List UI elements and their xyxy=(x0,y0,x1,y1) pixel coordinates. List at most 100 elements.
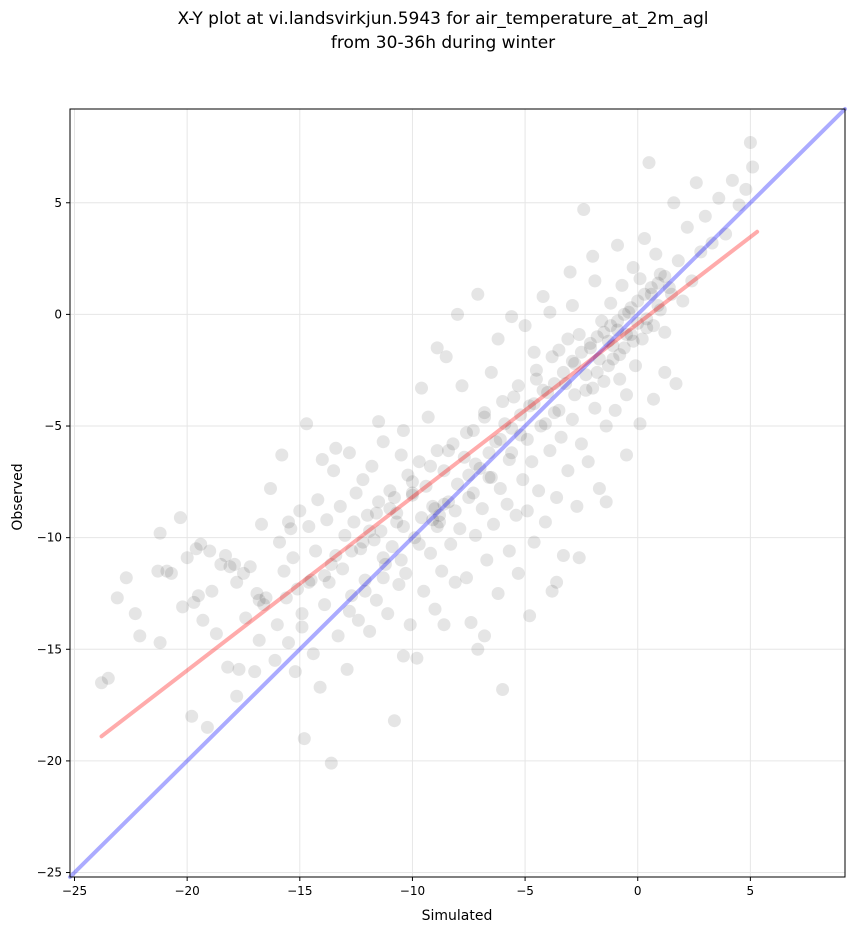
plot-area-frame xyxy=(69,108,846,878)
scatter-point-120 xyxy=(453,522,467,536)
scatter-point-159 xyxy=(541,386,555,399)
scatter-point-146 xyxy=(511,566,525,580)
scatter-point-46 xyxy=(284,522,298,536)
scatter-point-129 xyxy=(473,461,487,475)
scatter-point-33 xyxy=(248,665,262,679)
scatter-point-297 xyxy=(324,557,338,571)
scatter-point-39 xyxy=(268,653,282,667)
scatter-point-3 xyxy=(119,571,133,585)
scatter-point-101 xyxy=(410,651,424,665)
scatter-point-137 xyxy=(491,587,505,600)
scatter-point-128 xyxy=(471,642,485,656)
scatter-point-312 xyxy=(448,504,462,518)
scatter-point-324 xyxy=(561,332,575,346)
scatter-point-243 xyxy=(565,299,579,312)
scatter-point-25 xyxy=(219,549,232,562)
scatter-point-60 xyxy=(318,598,332,612)
scatter-point-234 xyxy=(396,424,410,437)
scatter-point-211 xyxy=(662,281,676,295)
scatter-point-253 xyxy=(620,448,633,462)
scatter-point-240 xyxy=(505,310,519,324)
scatter-point-278 xyxy=(565,354,579,368)
x-tick-label-3: −10 xyxy=(400,884,425,898)
scatter-point-199 xyxy=(631,316,645,330)
scatter-point-118 xyxy=(448,575,462,589)
scatter-point-43 xyxy=(277,564,291,578)
scatter-point-179 xyxy=(586,249,600,263)
scatter-point-111 xyxy=(433,515,446,529)
scatter-point-30 xyxy=(237,566,250,580)
scatter-point-73 xyxy=(347,515,361,529)
scatter-point-58 xyxy=(313,680,327,694)
scatter-point-207 xyxy=(649,247,663,261)
scatter-point-276 xyxy=(547,377,561,391)
scatter-point-287 xyxy=(631,294,645,308)
scatter-point-133 xyxy=(482,470,496,484)
scatter-point-315 xyxy=(394,553,408,567)
scatter-point-29 xyxy=(232,662,246,676)
scatter-point-206 xyxy=(647,319,660,333)
scatter-point-292 xyxy=(363,524,377,538)
scatter-point-314 xyxy=(412,537,426,551)
scatter-point-20 xyxy=(200,720,214,734)
scatter-point-86 xyxy=(376,435,390,449)
x-tick-label-4: −5 xyxy=(516,884,534,898)
y-tick-label-1: −20 xyxy=(37,754,62,768)
scatter-point-41 xyxy=(273,535,286,549)
x-tick-label-1: −20 xyxy=(174,884,199,898)
scatter-point-327 xyxy=(511,379,525,393)
scatter-point-7 xyxy=(153,526,167,540)
scatter-point-98 xyxy=(403,618,417,632)
scatter-point-15 xyxy=(187,595,201,609)
scatter-point-320 xyxy=(626,334,640,348)
scatter-point-334 xyxy=(387,491,401,504)
scatter-point-94 xyxy=(394,448,408,462)
scatter-point-145 xyxy=(509,508,523,522)
scatter-point-65 xyxy=(329,549,343,562)
scatter-point-160 xyxy=(543,444,557,458)
scatter-point-227 xyxy=(746,160,760,174)
scatter-point-230 xyxy=(291,582,304,596)
x-tick-label-5: 0 xyxy=(634,884,642,898)
scatter-point-48 xyxy=(288,665,302,679)
scatter-point-316 xyxy=(376,571,390,585)
scatter-point-319 xyxy=(613,348,627,362)
scatter-point-308 xyxy=(520,432,534,446)
scatter-point-167 xyxy=(559,377,573,391)
scatter-point-294 xyxy=(405,486,419,500)
scatter-point-301 xyxy=(592,352,606,366)
grid-lines xyxy=(70,109,845,877)
scatter-point-142 xyxy=(502,544,516,558)
scatter-point-4 xyxy=(128,607,142,621)
scatter-point-229 xyxy=(255,517,268,531)
scatter-point-138 xyxy=(493,482,507,495)
scatter-point-23 xyxy=(209,627,223,641)
scatter-point-331 xyxy=(442,444,455,458)
scatter-point-332 xyxy=(424,459,437,473)
scatter-point-136 xyxy=(489,435,503,449)
scatter-point-134 xyxy=(484,365,498,379)
scatter-point-11 xyxy=(173,511,187,525)
scatter-point-141 xyxy=(500,497,514,511)
scatter-point-323 xyxy=(665,287,678,301)
scatter-point-310 xyxy=(484,470,498,484)
scatter-point-302 xyxy=(606,339,620,353)
scatter-point-44 xyxy=(279,591,293,605)
scatter-point-251 xyxy=(396,649,410,663)
scatter-point-132 xyxy=(480,553,494,567)
scatter-point-236 xyxy=(430,341,444,355)
scatter-point-257 xyxy=(669,377,683,391)
scatter-point-0 xyxy=(95,676,108,690)
scatter-point-131 xyxy=(478,406,491,420)
scatter-point-189 xyxy=(608,403,622,417)
scatter-point-321 xyxy=(640,321,654,335)
scatter-point-24 xyxy=(214,557,228,571)
scatter-point-9 xyxy=(160,564,174,578)
scatter-point-195 xyxy=(622,305,636,319)
scatter-point-70 xyxy=(340,662,354,676)
scatter-point-82 xyxy=(367,533,381,547)
scatter-point-216 xyxy=(685,274,699,288)
y-axis-ticks: −25 −20 −15 −10 −5 0 5 xyxy=(37,196,70,880)
scatter-point-266 xyxy=(433,508,446,522)
scatter-point-163 xyxy=(550,491,564,504)
